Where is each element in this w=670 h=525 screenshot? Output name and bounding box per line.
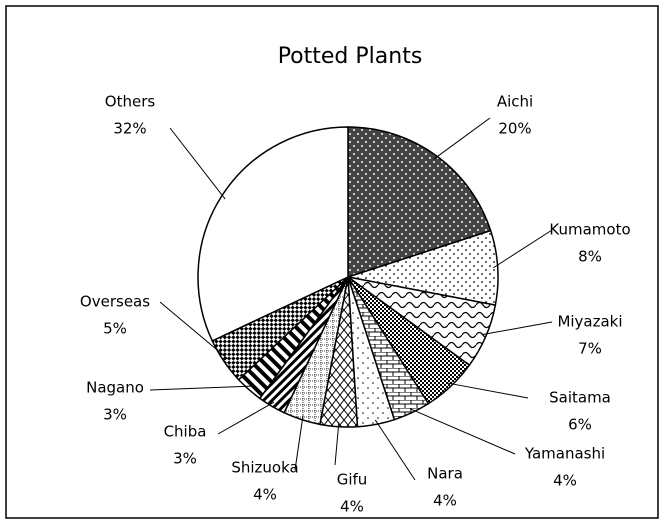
leader-line: [447, 382, 529, 399]
slice-label: Overseas: [80, 293, 150, 311]
slice-label: Gifu: [337, 471, 368, 489]
slice-value-label: 4%: [553, 472, 577, 490]
slice-label: Nagano: [86, 379, 144, 397]
slice-label: Yamanashi: [524, 445, 605, 463]
leader-line: [217, 401, 275, 435]
pie-slice: [197, 126, 349, 342]
slice-value-label: 4%: [340, 498, 364, 516]
leader-line: [169, 127, 226, 200]
slice-value-label: 7%: [578, 340, 602, 358]
slice-label: Chiba: [164, 423, 207, 441]
leader-line: [433, 117, 491, 160]
slice-value-label: 32%: [113, 120, 146, 138]
slice-value-label: 4%: [433, 492, 457, 510]
leader-line: [492, 229, 553, 269]
slice-label: Miyazaki: [557, 313, 622, 331]
leader-line: [294, 415, 304, 471]
slice-value-label: 20%: [498, 120, 531, 138]
pie-slice: [347, 126, 492, 279]
slice-label: Others: [105, 93, 156, 111]
chart-title: Potted Plants: [278, 44, 423, 69]
leader-line: [334, 422, 340, 466]
slice-value-label: 4%: [253, 486, 277, 504]
slice-label: Shizuoka: [231, 459, 298, 477]
slice-label: Nara: [427, 465, 463, 483]
slice-label: Saitama: [549, 389, 611, 407]
leader-line: [149, 385, 252, 391]
slice-value-label: 5%: [103, 320, 127, 338]
leader-line: [374, 419, 416, 481]
slice-value-label: 3%: [173, 450, 197, 468]
leader-line: [409, 408, 516, 455]
slice-value-label: 6%: [568, 416, 592, 434]
leader-line: [481, 321, 553, 336]
slice-value-label: 8%: [578, 248, 602, 266]
slice-label: Aichi: [497, 93, 533, 111]
slice-value-label: 3%: [103, 406, 127, 424]
slice-label: Kumamoto: [549, 221, 630, 239]
leader-line: [159, 301, 228, 360]
